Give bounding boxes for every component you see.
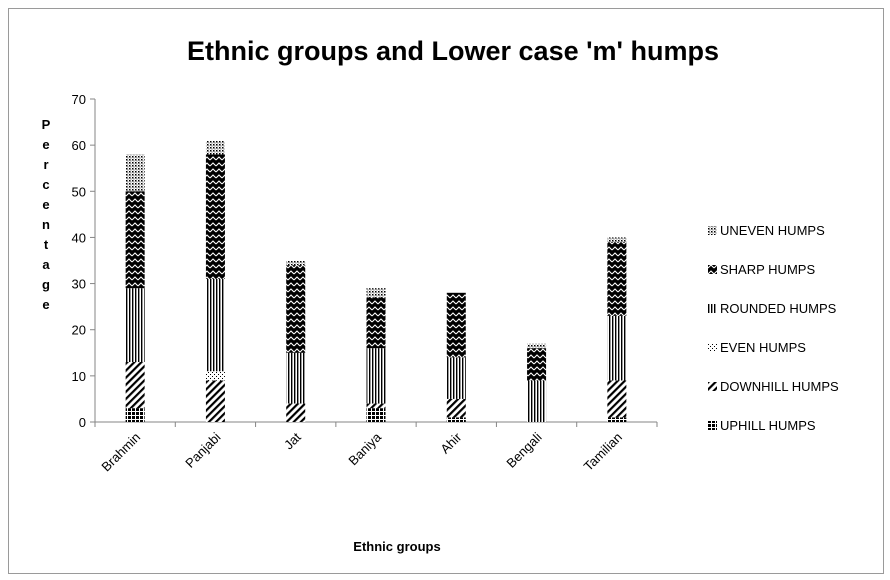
legend-label: ROUNDED HUMPS xyxy=(720,301,837,316)
y-tick-label: 20 xyxy=(72,323,86,338)
y-axis-title-letter: t xyxy=(44,237,49,252)
bar-segment xyxy=(286,260,306,266)
bar-segment xyxy=(205,154,225,279)
legend-swatch xyxy=(708,265,717,274)
y-axis-title-letter: P xyxy=(42,117,51,132)
bar-segment xyxy=(607,380,627,418)
bar-segment xyxy=(366,297,386,349)
bar-segment xyxy=(366,408,386,422)
x-tick-label: Panjabi xyxy=(182,429,223,470)
y-tick-label: 40 xyxy=(72,230,86,245)
y-axis-title-letter: e xyxy=(42,197,49,212)
legend-label: SHARP HUMPS xyxy=(720,262,815,277)
y-axis-title-letter: a xyxy=(42,257,50,272)
bar-segment xyxy=(125,154,145,192)
y-tick-label: 30 xyxy=(72,277,86,292)
x-axis-title: Ethnic groups xyxy=(353,539,440,554)
x-tick-label: Baniya xyxy=(345,429,384,468)
bar-segment xyxy=(607,315,627,381)
y-tick-label: 50 xyxy=(72,184,86,199)
bar-segment xyxy=(125,288,145,363)
y-tick-label: 0 xyxy=(79,415,86,430)
legend-label: UNEVEN HUMPS xyxy=(720,223,825,238)
legend-swatch xyxy=(708,382,717,391)
bar-segment xyxy=(286,403,306,422)
y-tick-label: 70 xyxy=(72,92,86,107)
bar-segment xyxy=(366,403,386,409)
legend-swatch xyxy=(708,304,717,313)
y-axis-title-letter: n xyxy=(42,217,50,232)
bar-segment xyxy=(607,237,627,243)
x-tick-label: Ahir xyxy=(437,429,464,456)
bar-segment xyxy=(527,380,547,422)
y-axis-title-letter: e xyxy=(42,137,49,152)
legend-swatch xyxy=(708,421,717,430)
y-axis-title-letter: e xyxy=(42,297,49,312)
y-axis-title-letter: r xyxy=(43,157,48,172)
chart-frame xyxy=(8,8,884,574)
legend-label: EVEN HUMPS xyxy=(720,340,806,355)
legend-label: UPHILL HUMPS xyxy=(720,418,816,433)
bar-segment xyxy=(446,398,466,418)
x-tick-label: Brahmin xyxy=(98,430,143,475)
bar-segment xyxy=(527,348,547,381)
bar-segment xyxy=(607,242,627,316)
legend: UNEVEN HUMPS SHARP HUMPS ROUNDED HUMPS EVEN… xyxy=(708,223,839,433)
bar-segment xyxy=(527,343,547,349)
bar-segment xyxy=(205,140,225,155)
bar-segment xyxy=(125,408,145,422)
y-tick-label: 10 xyxy=(72,369,86,384)
x-tick-label: Bengali xyxy=(503,429,544,470)
y-axis-title-letter: c xyxy=(42,177,49,192)
bar-segment xyxy=(205,380,225,422)
legend-swatch xyxy=(708,343,717,352)
legend-swatch xyxy=(708,226,717,235)
y-axis-title-letter: g xyxy=(42,277,50,292)
bar-segment xyxy=(446,417,466,422)
bar-segment xyxy=(607,417,627,422)
bar-segment xyxy=(205,371,225,381)
chart-title: Ethnic groups and Lower case 'm' humps xyxy=(187,36,719,66)
bar-segment xyxy=(125,191,145,289)
bar-segment xyxy=(125,362,145,409)
legend-label: DOWNHILL HUMPS xyxy=(720,379,839,394)
y-tick-label: 60 xyxy=(72,138,86,153)
bar-segment xyxy=(205,278,225,372)
bar-segment xyxy=(366,348,386,404)
bar-segment xyxy=(286,352,306,404)
x-tick-label: Tamilian xyxy=(581,430,625,474)
x-tick-label: Jat xyxy=(281,429,304,452)
bar-segment xyxy=(366,288,386,298)
plot-area: 0 10 20 30 40 50 60 70 Brahmin Panjabi Jat Baniya Ah… xyxy=(72,92,658,475)
bar-segment xyxy=(446,357,466,399)
bar-segment xyxy=(446,292,466,358)
bar-segment xyxy=(286,265,306,353)
